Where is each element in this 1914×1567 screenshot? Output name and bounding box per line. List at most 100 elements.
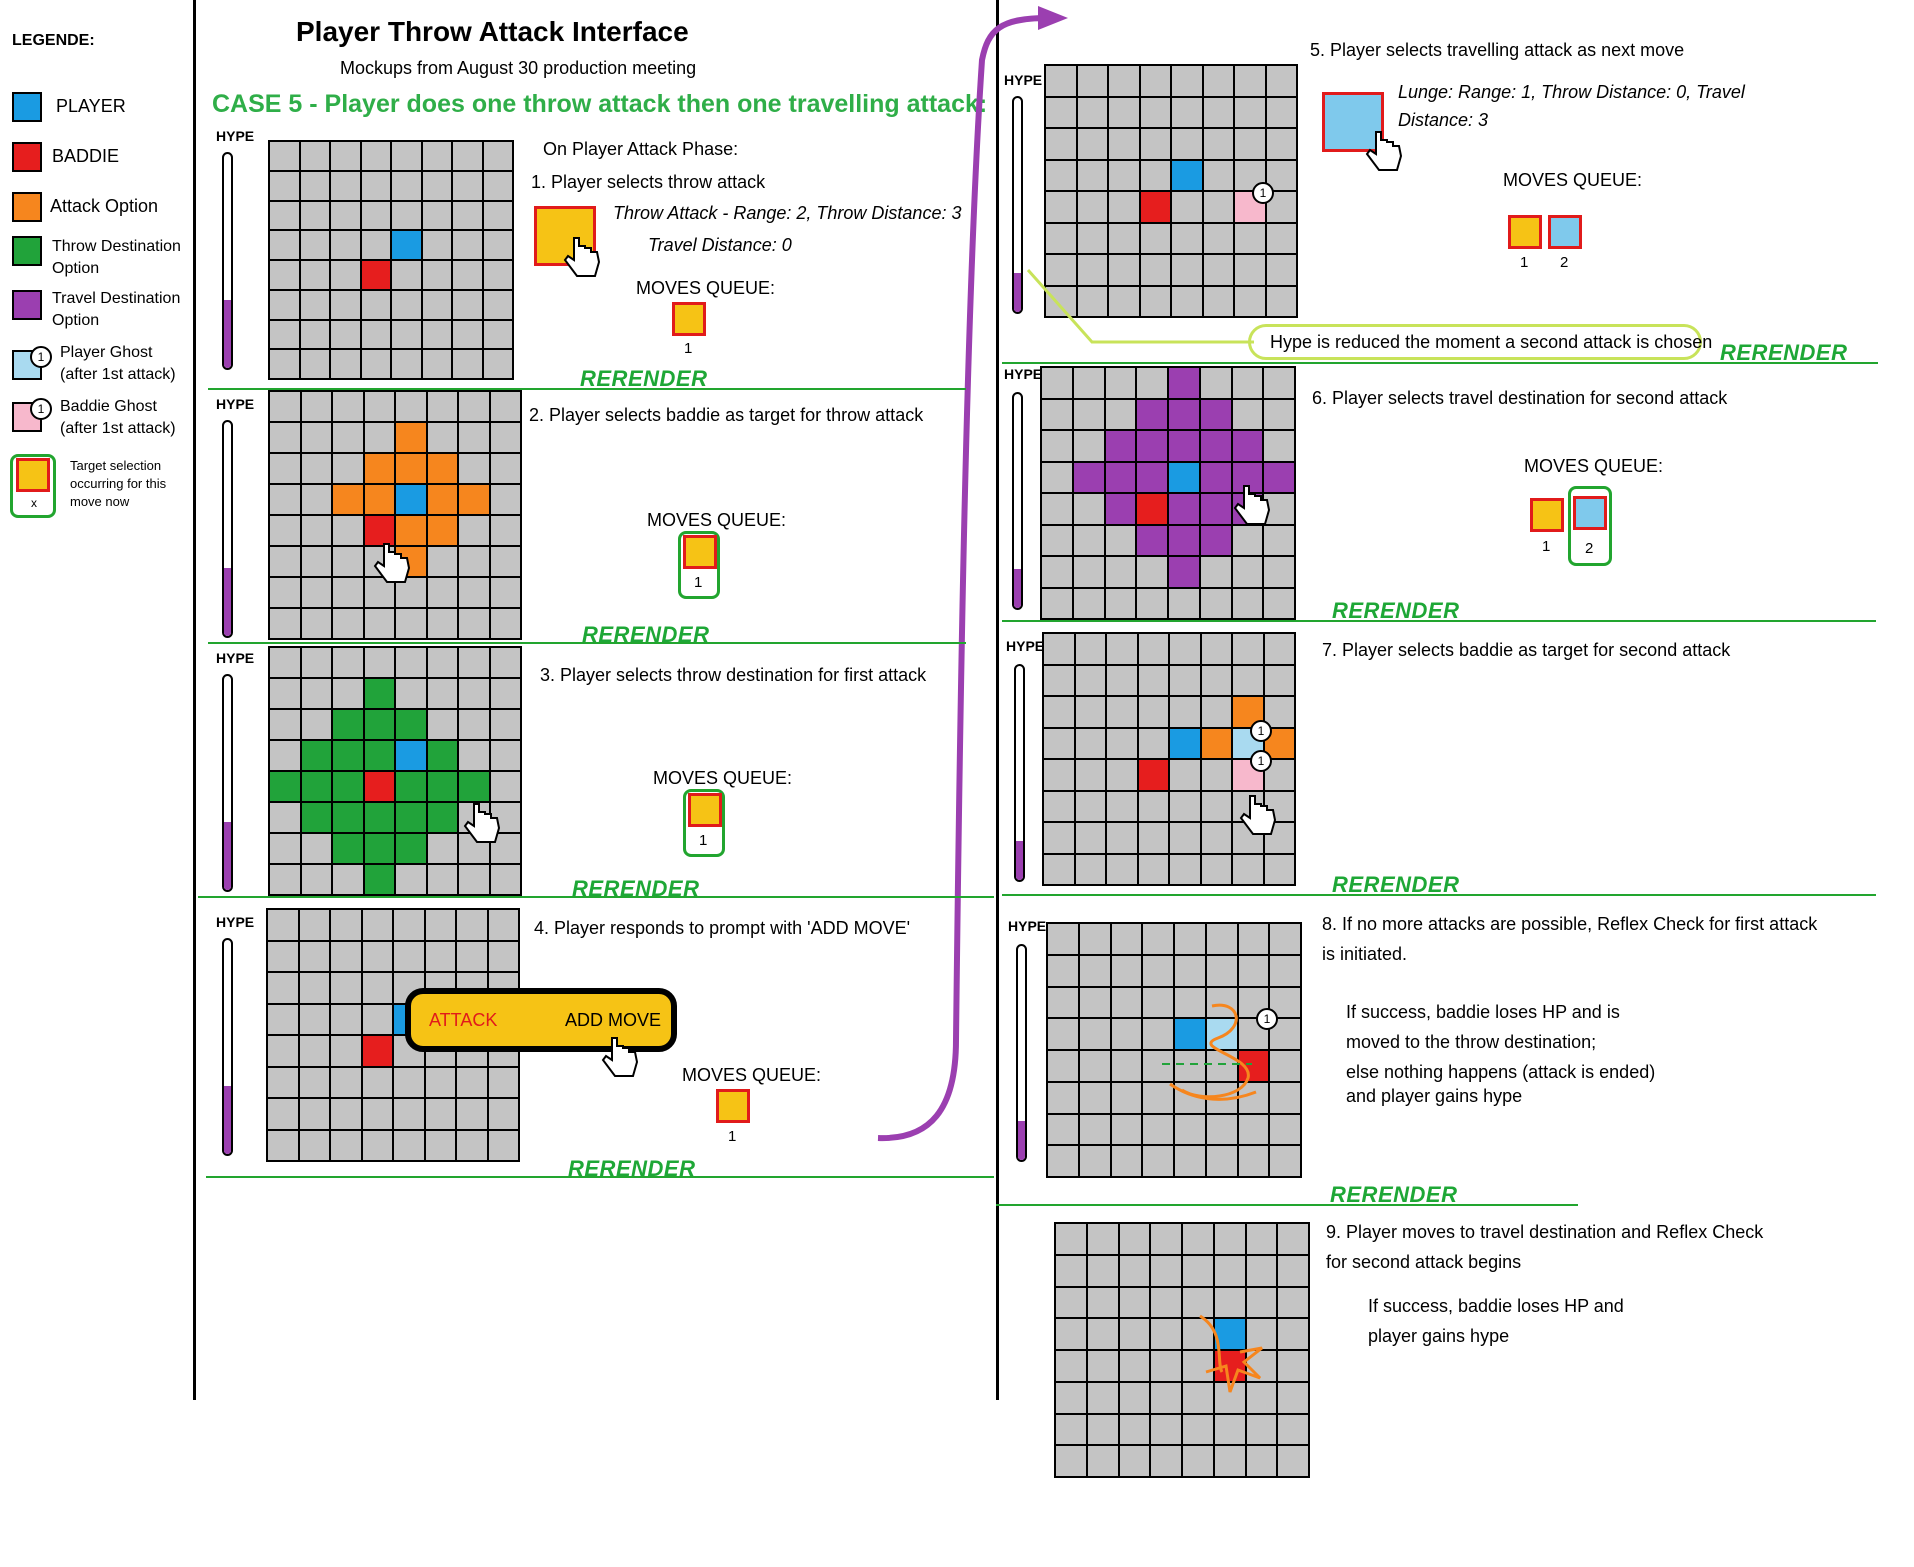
board-cell[interactable] [362, 1067, 392, 1097]
board-cell[interactable] [1214, 1446, 1245, 1476]
board-cell[interactable] [1079, 987, 1110, 1018]
board-cell[interactable] [1119, 1351, 1150, 1381]
board-cell[interactable] [1246, 1287, 1277, 1318]
board-cell[interactable] [427, 609, 457, 638]
board-cell[interactable] [490, 485, 520, 514]
board-cell[interactable] [392, 142, 421, 170]
board-cell[interactable] [1246, 1319, 1277, 1349]
attack-button[interactable]: ATTACK [429, 1010, 498, 1030]
board-cell[interactable] [427, 679, 457, 708]
board-cell[interactable] [1143, 924, 1173, 954]
board-cell[interactable] [1264, 665, 1294, 695]
board-cell[interactable] [1278, 1224, 1308, 1254]
board-cell[interactable] [1107, 823, 1137, 853]
board-cell[interactable] [453, 261, 482, 289]
board-cell[interactable] [1175, 924, 1205, 954]
board-cell[interactable] [1105, 368, 1136, 398]
attack-option-cell[interactable] [364, 485, 394, 514]
board-cell[interactable] [331, 201, 360, 230]
board-cell[interactable] [453, 290, 482, 319]
board-cell[interactable] [1264, 588, 1294, 618]
board-cell[interactable] [1111, 924, 1142, 954]
board-cell[interactable] [331, 290, 360, 319]
board-cell[interactable] [1079, 1051, 1110, 1081]
board-cell[interactable] [396, 609, 426, 638]
board-cell[interactable] [1107, 665, 1137, 695]
throw-destination-cell[interactable] [270, 772, 300, 801]
board-cell[interactable] [1079, 1082, 1110, 1113]
board-cell[interactable] [1201, 634, 1231, 664]
board-cell[interactable] [270, 423, 300, 452]
board-cell[interactable] [1172, 286, 1202, 316]
travel-destination-cell[interactable] [1169, 368, 1199, 398]
board-cell[interactable] [1266, 129, 1296, 159]
board-cell[interactable] [270, 320, 299, 349]
board-cell[interactable] [1278, 1255, 1308, 1286]
board-cell[interactable] [301, 679, 331, 708]
board-cell[interactable] [361, 171, 390, 200]
board-cell[interactable] [1246, 1446, 1277, 1476]
board-cell[interactable] [300, 142, 329, 170]
board-cell[interactable] [333, 679, 363, 708]
board-cell[interactable] [1046, 97, 1076, 127]
board-cell[interactable] [1201, 823, 1231, 853]
board-cell[interactable] [1075, 791, 1105, 821]
board-cell[interactable] [459, 454, 489, 483]
board-cell[interactable] [1206, 1146, 1237, 1176]
board-cell[interactable] [483, 350, 512, 378]
board-cell[interactable] [1119, 1255, 1150, 1286]
board-cell[interactable] [1246, 1255, 1277, 1286]
board-cell[interactable] [1151, 1351, 1181, 1381]
board-cell[interactable] [1048, 924, 1078, 954]
board-cell[interactable] [1073, 494, 1104, 524]
board-cell[interactable] [1075, 697, 1105, 727]
board-cell[interactable] [422, 350, 451, 378]
board-cell[interactable] [1278, 1446, 1308, 1476]
board-cell[interactable] [268, 910, 298, 940]
throw-destination-cell[interactable] [333, 834, 363, 863]
board-cell[interactable] [1203, 97, 1233, 127]
board-cell[interactable] [1044, 854, 1074, 884]
board-cell[interactable] [1183, 1351, 1213, 1381]
throw-destination-cell[interactable] [364, 741, 394, 770]
board-cell[interactable] [1232, 399, 1263, 429]
board-cell[interactable] [490, 648, 520, 677]
travel-destination-cell[interactable] [1073, 462, 1104, 492]
board-cell[interactable] [270, 516, 300, 545]
board-cell[interactable] [1111, 955, 1142, 986]
board-cell[interactable] [331, 1130, 361, 1160]
board-cell[interactable] [392, 261, 421, 289]
board-cell[interactable] [1105, 588, 1136, 618]
board-cell[interactable] [1214, 1414, 1245, 1445]
board-cell[interactable] [1056, 1287, 1086, 1318]
board-cell[interactable] [1233, 634, 1263, 664]
board-cell[interactable] [427, 834, 457, 863]
board-cell[interactable] [1044, 728, 1074, 758]
board-cell[interactable] [1266, 223, 1296, 253]
board-cell[interactable] [362, 1099, 392, 1129]
board-cell[interactable] [268, 1099, 298, 1129]
board-cell[interactable] [301, 834, 331, 863]
board-cell[interactable] [490, 679, 520, 708]
board-cell[interactable] [1079, 924, 1110, 954]
board-cell[interactable] [1170, 760, 1200, 790]
throw-destination-cell[interactable] [364, 865, 394, 894]
board-cell[interactable] [1200, 557, 1231, 587]
board-cell[interactable] [1203, 255, 1233, 285]
throw-destination-cell[interactable] [396, 710, 426, 739]
board-cell[interactable] [1151, 1446, 1181, 1476]
throw-destination-cell[interactable] [364, 834, 394, 863]
board-cell[interactable] [1046, 255, 1076, 285]
board-cell[interactable] [459, 865, 489, 894]
board-cell[interactable] [1140, 97, 1170, 127]
board-cell[interactable] [1087, 1414, 1118, 1445]
board-cell[interactable] [1232, 368, 1263, 398]
attack-option-cell[interactable] [427, 485, 457, 514]
board-cell[interactable] [1140, 286, 1170, 316]
player-cell[interactable] [1172, 160, 1202, 190]
board-cell[interactable] [457, 1067, 487, 1097]
board-cell[interactable] [301, 485, 331, 514]
board-cell[interactable] [362, 941, 392, 971]
board-cell[interactable] [1042, 588, 1072, 618]
board-cell[interactable] [1048, 1082, 1078, 1113]
